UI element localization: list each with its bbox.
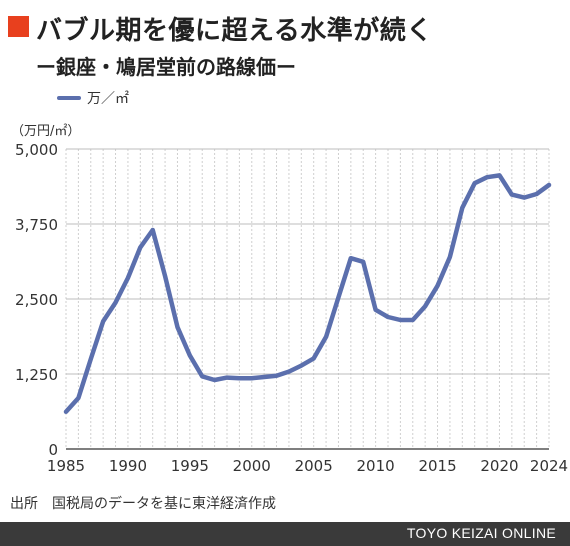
x-tick-label: 1985 bbox=[47, 457, 85, 475]
x-tick-label: 1990 bbox=[109, 457, 147, 475]
line-chart: 0 1,250 2,500 3,750 5,000 1985 1990 1995 2000 200… bbox=[15, 141, 568, 475]
title-accent-square bbox=[8, 16, 29, 37]
legend-label: 万／㎡ bbox=[87, 91, 129, 107]
series-line bbox=[63, 173, 552, 415]
footer-brand: TOYO KEIZAI ONLINE bbox=[406, 525, 556, 541]
y-tick-label: 5,000 bbox=[15, 141, 58, 159]
footer-bar: TOYO KEIZAI ONLINE bbox=[0, 522, 570, 546]
y-tick-label: 3,750 bbox=[15, 216, 58, 234]
chart-title: バブル期を優に超える水準が続く bbox=[36, 16, 433, 46]
x-tick-label: 2005 bbox=[295, 457, 333, 475]
x-tick-label: 2000 bbox=[233, 457, 271, 475]
y-tick-label: 2,500 bbox=[15, 291, 58, 309]
x-tick-label: 2015 bbox=[418, 457, 456, 475]
title-block: バブル期を優に超える水準が続く bbox=[8, 10, 568, 46]
x-tick-label: 1995 bbox=[171, 457, 209, 475]
legend-swatch bbox=[57, 96, 81, 100]
x-tick-label: 2010 bbox=[357, 457, 395, 475]
y-tick-label: 1,250 bbox=[15, 366, 58, 384]
y-axis-unit: （万円/㎡） bbox=[11, 124, 81, 139]
x-tick-label: 2024 bbox=[530, 457, 568, 475]
y-tick-label: 0 bbox=[48, 441, 58, 459]
x-tick-label: 2020 bbox=[480, 457, 518, 475]
chart-subtitle: ー銀座・鳩居堂前の路線価ー bbox=[36, 55, 296, 79]
source-note: 出所 国税局のデータを基に東洋経済作成 bbox=[10, 496, 276, 512]
